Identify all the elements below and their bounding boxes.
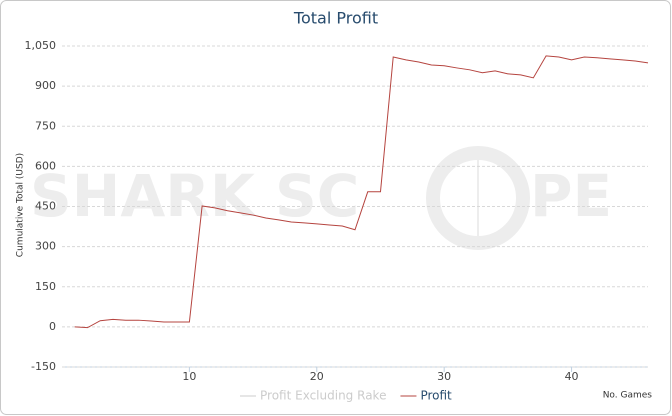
y-tick-label: 900 [35,79,56,92]
x-axis-label: No. Games [603,391,653,401]
legend-label: Profit [420,389,452,403]
y-tick-label: -150 [31,360,56,373]
y-tick-label: 0 [49,320,56,333]
x-tick-label: 20 [310,370,324,383]
line-series [74,55,649,329]
y-axis-label: Cumulative Total (USD) [16,153,26,257]
y-tick-label: 1,050 [25,39,57,52]
watermark-text: PE [530,162,612,230]
y-tick-label: 300 [35,240,56,253]
legend: Profit Excluding Rake Profit [240,389,452,403]
y-tick-label: 600 [35,159,56,172]
legend-label: Profit Excluding Rake [260,389,386,403]
watermark: SHARK SC PE [30,146,612,250]
x-tick-label: 30 [437,370,451,383]
y-tick-label: 750 [35,119,56,132]
x-tick-label: 10 [182,370,196,383]
chart-title: Total Profit [293,9,378,28]
watermark-text: SHARK SC [30,162,359,230]
x-tick-label: 40 [565,370,579,383]
y-tick-label: 150 [35,280,56,293]
y-tick-label: 450 [35,200,56,213]
